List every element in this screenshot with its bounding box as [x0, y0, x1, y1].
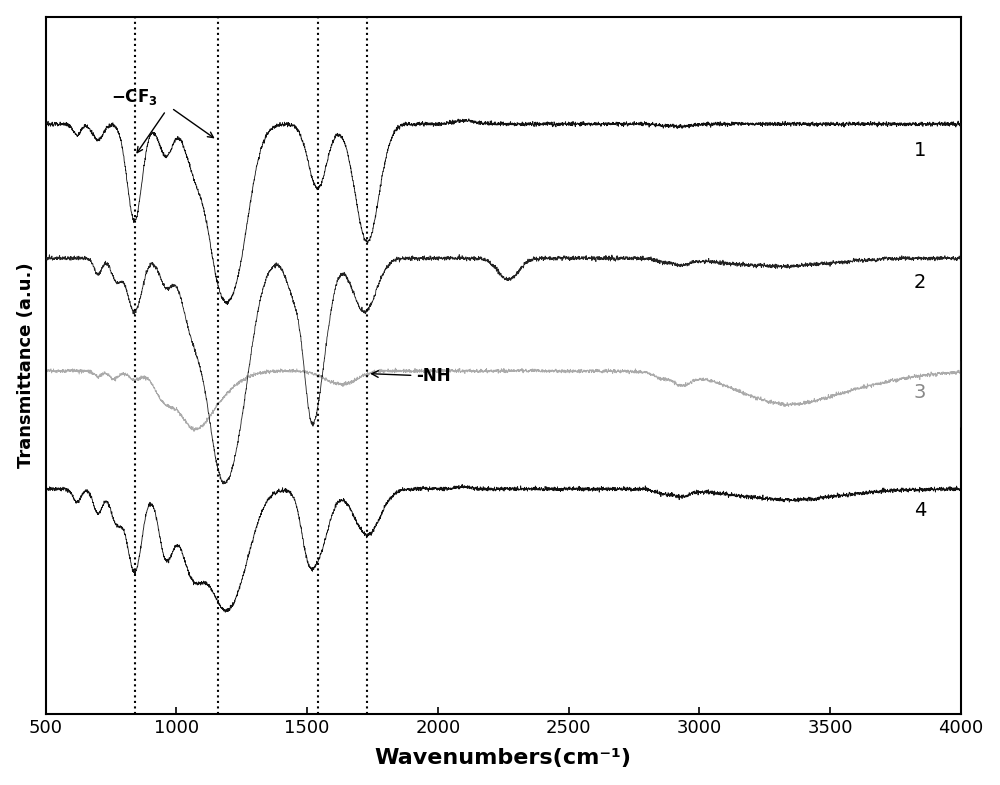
Text: $\mathbf{-CF_3}$: $\mathbf{-CF_3}$ — [111, 87, 158, 108]
Text: -NH: -NH — [372, 367, 451, 385]
Y-axis label: Transmittance (a.u.): Transmittance (a.u.) — [17, 263, 35, 469]
Text: 2: 2 — [914, 272, 926, 292]
Text: 4: 4 — [914, 501, 926, 520]
Text: 3: 3 — [914, 383, 926, 402]
Text: 1: 1 — [914, 141, 926, 160]
X-axis label: Wavenumbers(cm⁻¹): Wavenumbers(cm⁻¹) — [375, 748, 632, 769]
